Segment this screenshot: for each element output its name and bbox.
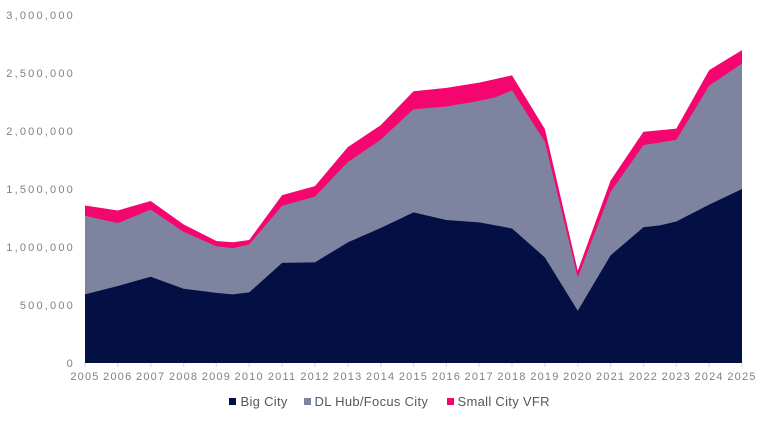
svg-text:2014: 2014 bbox=[366, 371, 395, 383]
svg-text:2005: 2005 bbox=[70, 371, 99, 383]
svg-text:DL Hub/Focus City: DL Hub/Focus City bbox=[315, 394, 429, 409]
svg-text:0: 0 bbox=[67, 358, 75, 370]
svg-text:2009: 2009 bbox=[202, 371, 231, 383]
svg-text:2017: 2017 bbox=[465, 371, 494, 383]
svg-text:2024: 2024 bbox=[694, 371, 723, 383]
svg-text:2020: 2020 bbox=[563, 371, 592, 383]
svg-text:2012: 2012 bbox=[300, 371, 329, 383]
svg-text:Big City: Big City bbox=[241, 394, 288, 409]
svg-text:2006: 2006 bbox=[103, 371, 132, 383]
svg-text:2015: 2015 bbox=[399, 371, 428, 383]
svg-text:1,000,000: 1,000,000 bbox=[6, 242, 75, 254]
svg-text:2008: 2008 bbox=[169, 371, 198, 383]
svg-text:2013: 2013 bbox=[333, 371, 362, 383]
svg-text:2,500,000: 2,500,000 bbox=[6, 68, 75, 80]
svg-text:2018: 2018 bbox=[497, 371, 526, 383]
svg-text:Small City VFR: Small City VFR bbox=[458, 394, 550, 409]
svg-text:3,000,000: 3,000,000 bbox=[6, 10, 75, 22]
svg-text:2023: 2023 bbox=[662, 371, 691, 383]
svg-text:2021: 2021 bbox=[596, 371, 625, 383]
svg-text:2007: 2007 bbox=[136, 371, 165, 383]
svg-text:2019: 2019 bbox=[530, 371, 559, 383]
svg-text:2010: 2010 bbox=[235, 371, 264, 383]
svg-text:2011: 2011 bbox=[268, 371, 296, 383]
svg-text:2025: 2025 bbox=[727, 371, 756, 383]
svg-text:2022: 2022 bbox=[629, 371, 658, 383]
svg-text:1,500,000: 1,500,000 bbox=[6, 184, 75, 196]
svg-text:2,000,000: 2,000,000 bbox=[6, 126, 75, 138]
svg-text:2016: 2016 bbox=[432, 371, 461, 383]
svg-text:500,000: 500,000 bbox=[20, 300, 75, 312]
